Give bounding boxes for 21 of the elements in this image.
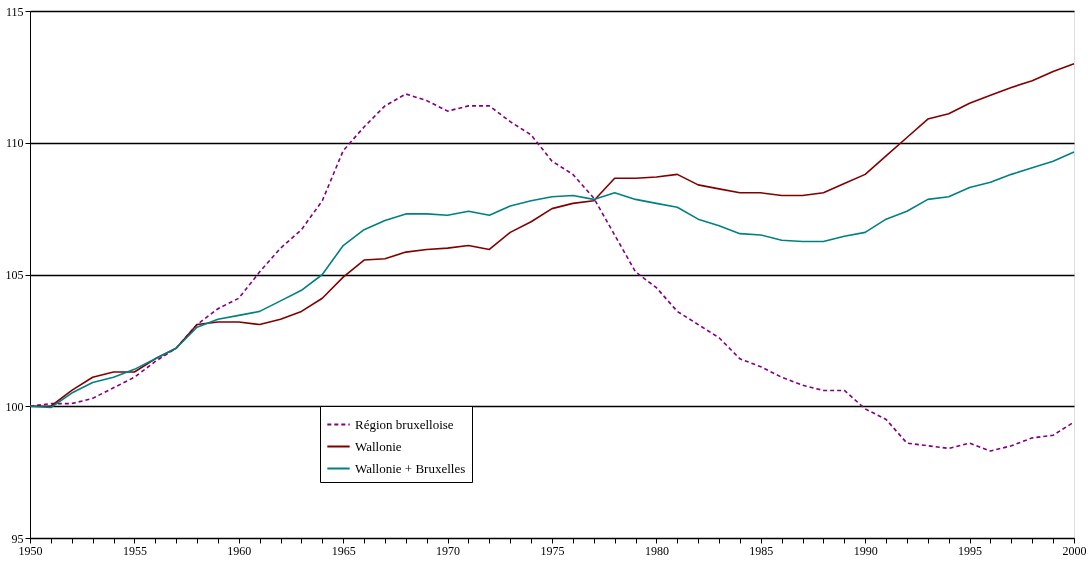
legend-label: Région bruxelloise (355, 416, 454, 432)
legend-label: Wallonie (355, 438, 402, 454)
x-tick-label: 1950 (18, 543, 43, 558)
line-series (29, 151, 1075, 409)
y-tick-label: 100 (5, 399, 24, 414)
x-tick-label: 1995 (958, 543, 983, 558)
x-tick-label: 1960 (227, 543, 252, 558)
x-tick-label: 1990 (853, 543, 878, 558)
x-tick-label: 1965 (331, 543, 356, 558)
y-tick-label: 95 (11, 531, 24, 546)
x-tick-label: 1980 (644, 543, 669, 558)
legend-label: Wallonie + Bruxelles (355, 460, 466, 476)
y-tick-label: 110 (5, 136, 24, 151)
x-tick-label: 2000 (1062, 543, 1087, 558)
line-series (29, 62, 1075, 408)
y-tick-label: 115 (5, 4, 24, 19)
x-tick-label: 1985 (749, 543, 774, 558)
x-tick-label: 1975 (540, 543, 565, 558)
x-tick-label: 1955 (122, 543, 147, 558)
x-tick-label: 1970 (436, 543, 461, 558)
y-tick-label: 105 (5, 268, 24, 282)
